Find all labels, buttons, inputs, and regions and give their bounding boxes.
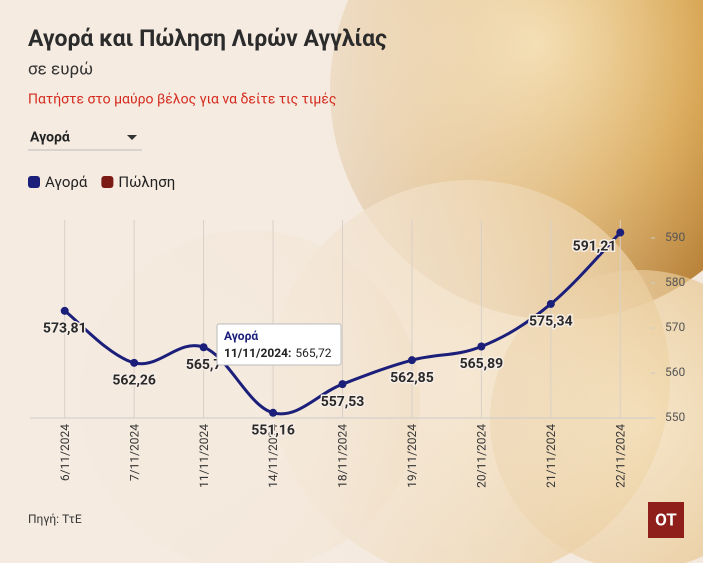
x-tick-label: 18/11/2024 xyxy=(336,424,350,488)
legend-label[interactable]: Αγορά xyxy=(45,173,88,191)
y-tick-label: 580 xyxy=(665,275,685,289)
tooltip-series: Αγορά xyxy=(224,329,258,343)
legend-item[interactable]: Αγορά xyxy=(28,173,88,191)
legend-item[interactable]: Πώληση xyxy=(101,173,175,191)
x-tick-label: 14/11/2024 xyxy=(266,424,280,488)
source: Πηγή: ΤτΕ xyxy=(28,512,82,526)
x-tick-label: 6/11/2024 xyxy=(58,424,72,481)
logo: OT xyxy=(655,510,677,530)
tooltip: Αγορά 11/11/2024: 565,72 xyxy=(216,323,342,366)
data-line xyxy=(63,231,622,416)
y-tick-label: 570 xyxy=(665,320,685,334)
title: Αγορά και Πώληση Λιρών Αγγλίας xyxy=(28,25,387,52)
dropdown-arrow[interactable] xyxy=(127,135,137,140)
dropdown[interactable]: Αγορά xyxy=(28,130,142,151)
x-tick-label: 11/11/2024 xyxy=(197,424,211,488)
data-label: 562,26 xyxy=(112,373,156,389)
data-point[interactable] xyxy=(477,342,486,351)
data-label: 551,16 xyxy=(251,422,295,438)
plot-area: 550 560 570 580 590 6/11/2024 7/11/2024 11/11/2… xyxy=(30,220,685,488)
legend-label[interactable]: Πώληση xyxy=(118,173,175,191)
legend: Αγορά Πώληση xyxy=(28,173,175,191)
data-label: 557,53 xyxy=(321,394,365,410)
data-point[interactable] xyxy=(338,380,347,389)
x-tick-label: 20/11/2024 xyxy=(475,424,489,488)
tooltip-value: 565,72 xyxy=(295,346,331,360)
data-label: 573,81 xyxy=(43,321,87,337)
data-point[interactable] xyxy=(269,408,278,417)
x-tick-label: 19/11/2024 xyxy=(405,424,419,488)
data-point[interactable] xyxy=(199,343,208,352)
legend-swatch[interactable] xyxy=(28,176,40,188)
x-tick-label: 7/11/2024 xyxy=(127,424,141,481)
y-tick-label: 560 xyxy=(665,365,685,379)
subtitle: σε ευρώ xyxy=(28,59,93,79)
dropdown-value[interactable]: Αγορά xyxy=(30,130,70,146)
data-point[interactable] xyxy=(407,356,416,365)
data-point[interactable] xyxy=(546,299,555,308)
data-point[interactable] xyxy=(616,228,625,237)
x-tick-label: 22/11/2024 xyxy=(613,424,627,488)
data-label: 565,89 xyxy=(460,356,504,372)
tooltip-category: 11/11/2024: xyxy=(224,346,291,360)
tooltip-box xyxy=(216,323,342,366)
x-tick-label: 21/11/2024 xyxy=(544,424,558,488)
data-label: 591,21 xyxy=(573,238,617,254)
logo-box xyxy=(648,502,684,538)
y-tick-label: 590 xyxy=(665,230,685,244)
data-label: 562,85 xyxy=(390,370,434,386)
data-label: 575,34 xyxy=(529,314,573,330)
legend-swatch[interactable] xyxy=(101,176,114,188)
data-point[interactable] xyxy=(130,358,139,367)
data-point[interactable] xyxy=(60,306,69,315)
y-tick-label: 550 xyxy=(665,410,685,424)
instruction: Πατήστε στο μαύρο βέλος για να δείτε τις… xyxy=(28,92,336,108)
data-label: 565,7 xyxy=(186,357,222,373)
